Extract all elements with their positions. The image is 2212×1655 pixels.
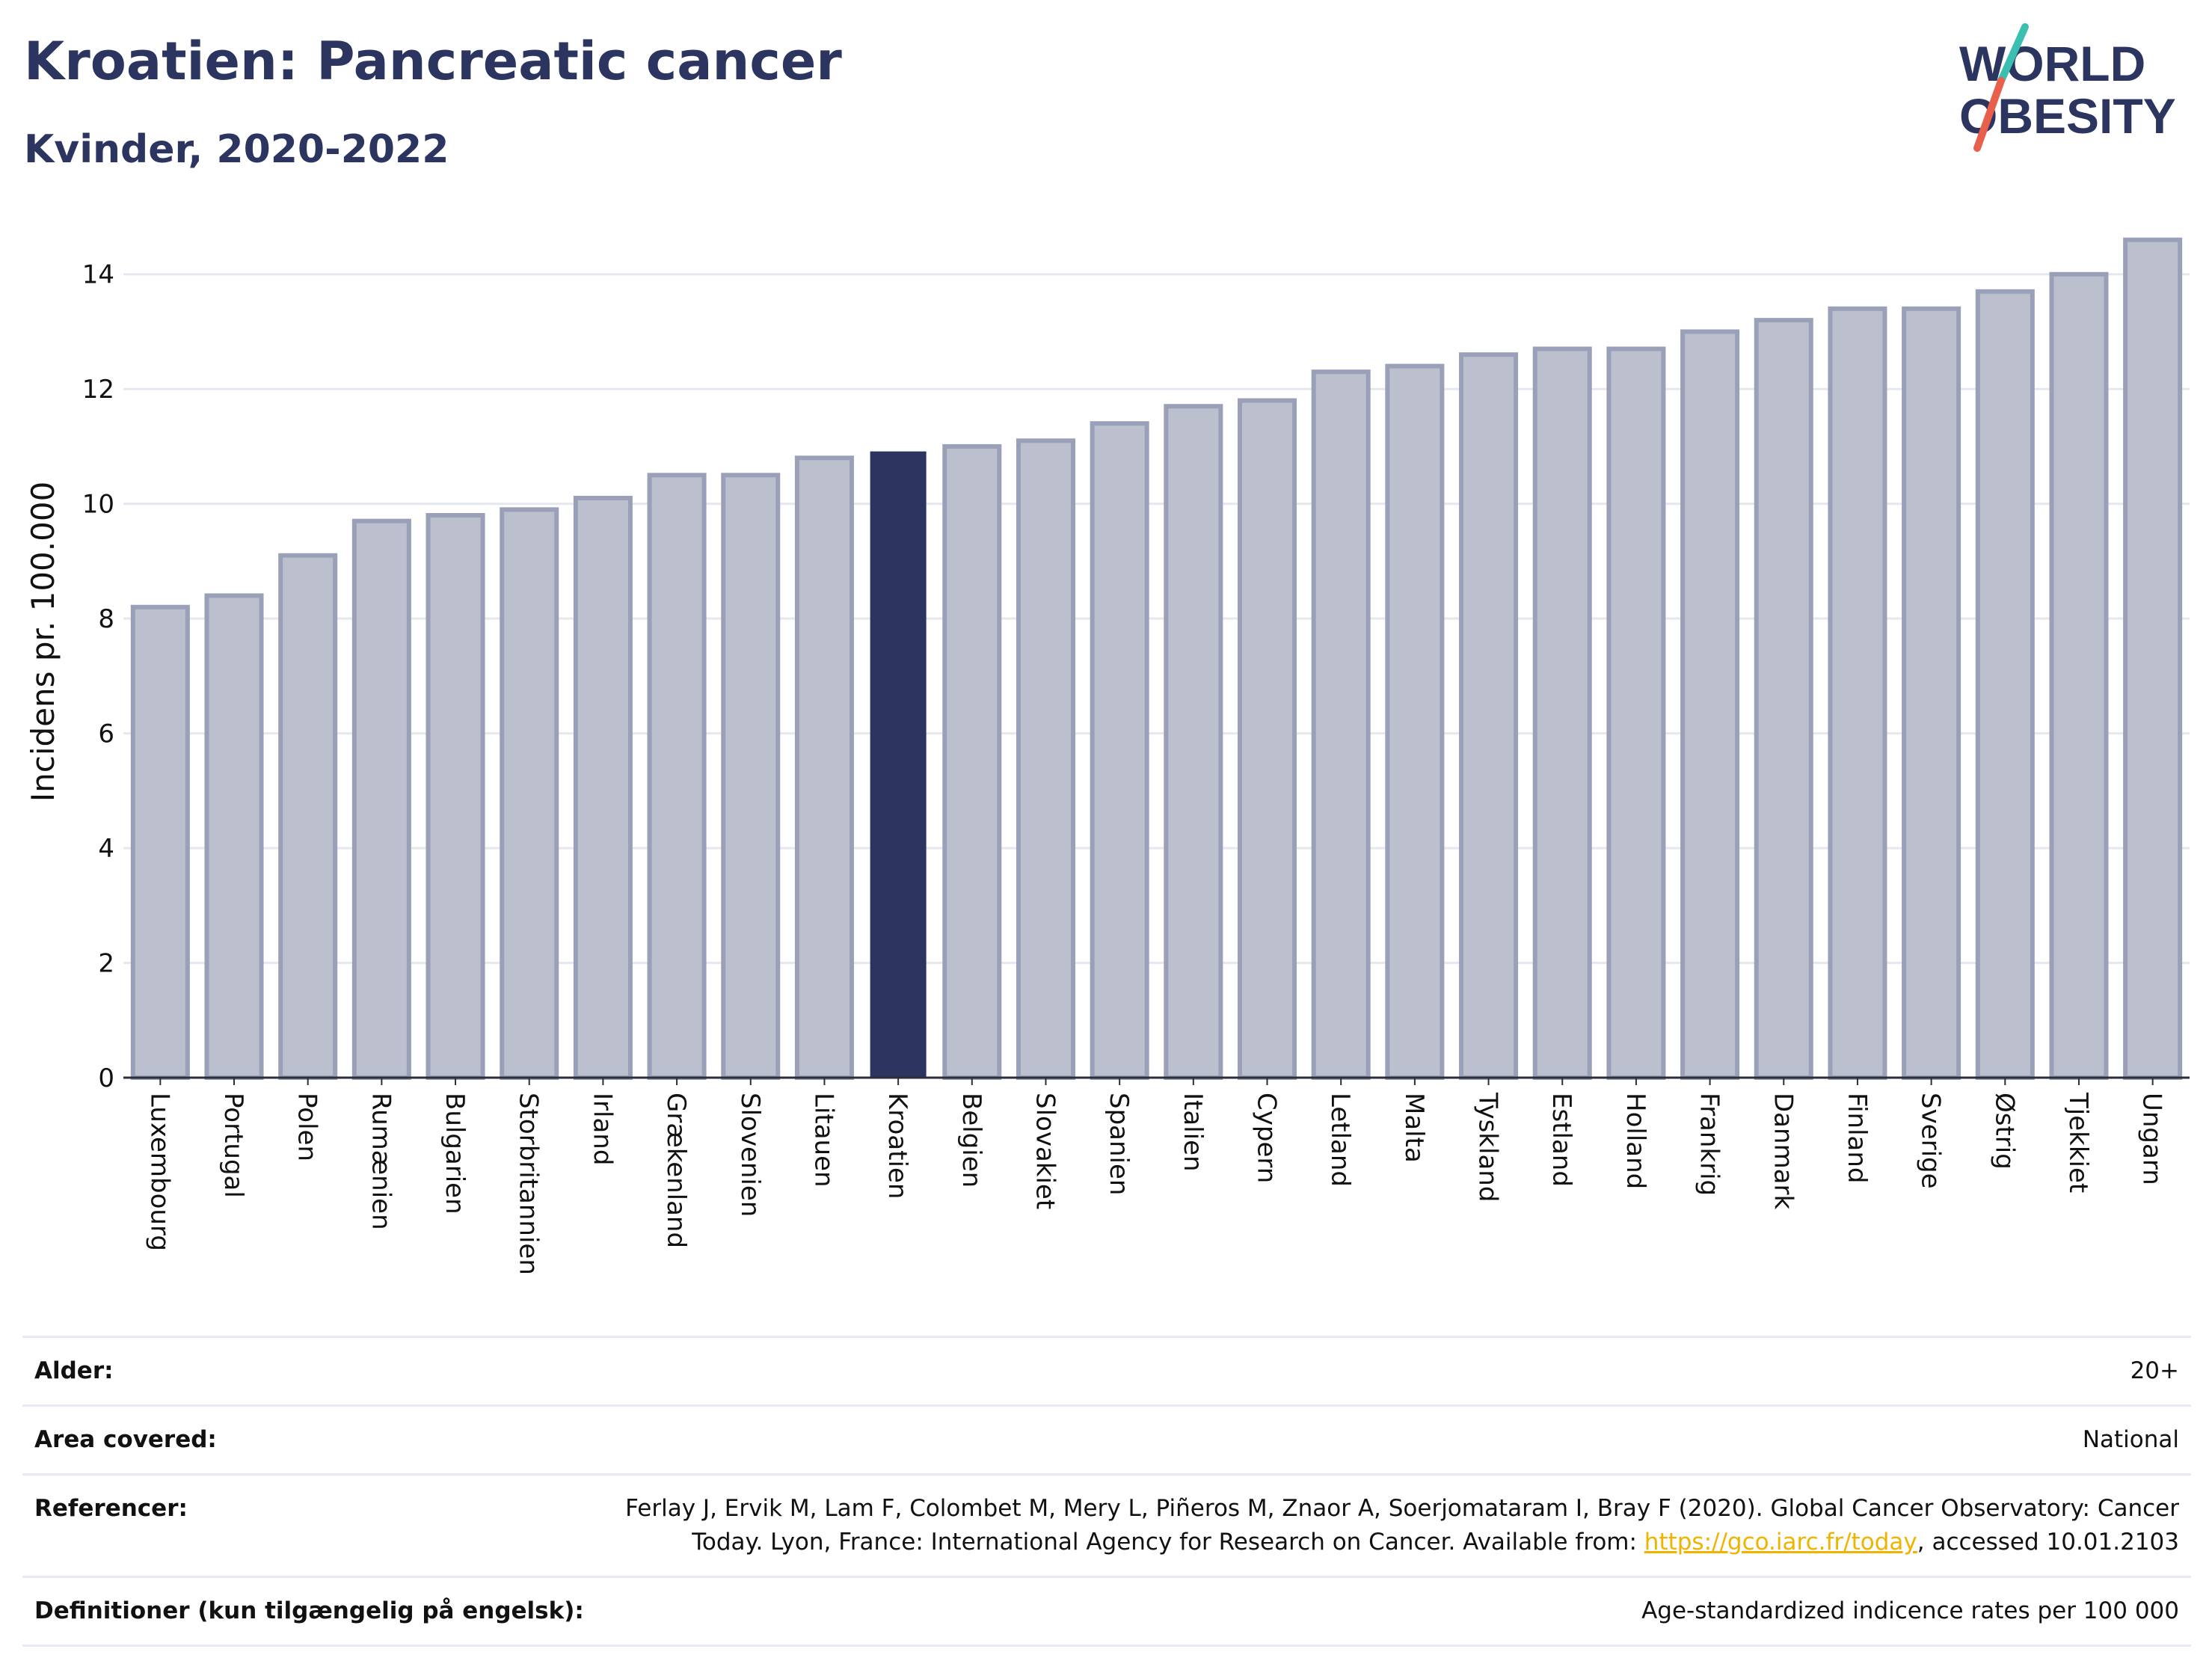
x-tick-label: Tyskland (1473, 1092, 1503, 1202)
y-tick-label: 4 (98, 834, 114, 864)
x-tick-label: Luxembourg (144, 1093, 174, 1251)
y-tick-label: 6 (98, 719, 114, 749)
bar-Bulgarien (425, 513, 485, 1080)
x-tick-label: Polen (292, 1093, 322, 1161)
x-tick-label: Cypern (1252, 1093, 1282, 1183)
references-value: Ferlay J, Ervik M, Lam F, Colombet M, Me… (609, 1492, 2179, 1559)
x-tick-label: Frankrig (1695, 1093, 1724, 1196)
age-value: 20+ (2130, 1357, 2179, 1384)
bar-Litauen (794, 455, 854, 1080)
y-axis-label: Incidens pr. 100.000 (25, 482, 61, 802)
bar-Malta (1385, 363, 1445, 1080)
x-tick-label: Tjekkiet (2063, 1092, 2093, 1193)
x-tick-label: Letland (1325, 1093, 1355, 1187)
logo-line-1: WORLD (1959, 36, 2145, 91)
bar-Portugal (204, 593, 264, 1080)
reference-accessed: , accessed 10.01.2103 (1917, 1528, 2179, 1556)
bar-Polen (278, 553, 338, 1080)
bar-Rumænien (351, 518, 411, 1080)
bar-Østrig (1975, 289, 2035, 1081)
x-tick-label: Spanien (1104, 1093, 1134, 1195)
bar-Tyskland (1459, 352, 1519, 1081)
x-tick-label: Kroatien (882, 1093, 912, 1199)
info-row-references: Referencer: Ferlay J, Ervik M, Lam F, Co… (22, 1473, 2191, 1576)
bar-Letland (1311, 369, 1371, 1080)
y-tick-label: 10 (82, 490, 114, 520)
x-tick-label: Irland (587, 1093, 617, 1165)
area-label: Area covered: (34, 1425, 217, 1453)
age-label: Alder: (34, 1357, 114, 1384)
bar-Spanien (1090, 421, 1149, 1080)
chart-subtitle: Kvinder, 2020-2022 (24, 127, 449, 172)
x-tick-label: Malta (1399, 1093, 1429, 1163)
x-tick-label: Ungarn (2137, 1093, 2167, 1185)
x-tick-label: Danmark (1768, 1093, 1798, 1209)
bar-Ungarn (2123, 237, 2183, 1080)
bar-Irland (573, 495, 633, 1080)
x-tick-label: Storbritannien (514, 1093, 544, 1275)
y-tick-label: 14 (82, 260, 114, 290)
x-tick-label: Finland (1842, 1093, 1872, 1184)
y-tick-label: 0 (98, 1063, 114, 1093)
bar-chart: 0 2 4 6 8 10 12 14 Luxembourg Portugal Polen Rumæn… (25, 237, 2190, 1275)
bar-Tjekkiet (2049, 271, 2109, 1081)
reference-link[interactable]: https://gco.iarc.fr/today (1644, 1528, 1917, 1556)
bar-Kroatien (870, 451, 927, 1078)
bar-Finland (1828, 306, 1887, 1081)
bar-Slovakiet (1016, 438, 1075, 1080)
bar-Estland (1532, 346, 1592, 1080)
bar-Slovenien (721, 473, 781, 1080)
logo-slash-red (1973, 77, 2005, 152)
x-tick-label: Italien (1178, 1093, 1208, 1172)
bar-Frankrig (1680, 329, 1740, 1080)
bar-Italien (1164, 404, 1223, 1080)
x-tick-label: Bulgarien (440, 1093, 470, 1215)
x-axis-ticks: Luxembourg Portugal Polen Rumænien Bulgarien… (144, 1078, 2167, 1275)
info-table: Alder: 20+ Area covered: National Refere… (22, 1336, 2191, 1647)
x-tick-label: Holland (1620, 1093, 1650, 1189)
logo-slash-teal (1997, 23, 2029, 85)
reference-text: Ferlay J, Ervik M, Lam F, Colombet M, Me… (625, 1494, 2179, 1556)
bar-Sverige (1902, 306, 1961, 1081)
info-row-area: Area covered: National (22, 1404, 2191, 1473)
bar-Luxembourg (130, 604, 190, 1080)
x-tick-label: Østrig (1989, 1093, 2019, 1170)
definitions-value: Age-standardized indicence rates per 100… (1641, 1597, 2179, 1624)
x-tick-label: Belgien (956, 1093, 986, 1188)
y-tick-label: 12 (82, 375, 114, 405)
info-row-age: Alder: 20+ (22, 1336, 2191, 1404)
area-value: National (2082, 1425, 2179, 1453)
info-row-definitions: Definitioner (kun tilgængelig på engelsk… (22, 1575, 2191, 1647)
x-tick-label: Slovenien (735, 1093, 765, 1217)
bar-Grækenland (647, 473, 707, 1080)
x-tick-label: Sverige (1916, 1093, 1946, 1189)
x-tick-label: Estland (1546, 1093, 1576, 1187)
x-tick-label: Grækenland (661, 1093, 691, 1248)
chart-title: Kroatien: Pancreatic cancer (24, 31, 842, 92)
bar-Holland (1606, 346, 1666, 1080)
world-obesity-logo: WORLD OBESITY (1959, 23, 2176, 152)
y-axis-ticks: 0 2 4 6 8 10 12 14 (82, 260, 114, 1093)
bar-Storbritannien (500, 507, 559, 1080)
bar-Danmark (1754, 318, 1813, 1080)
y-tick-label: 8 (98, 604, 114, 634)
bar-Belgien (942, 443, 1002, 1080)
x-tick-label: Rumænien (366, 1093, 396, 1230)
definitions-label: Definitioner (kun tilgængelig på engelsk… (34, 1597, 584, 1624)
x-tick-label: Slovakiet (1030, 1093, 1060, 1209)
y-tick-label: 2 (98, 949, 114, 979)
bars (130, 237, 2183, 1081)
x-tick-label: Portugal (218, 1093, 248, 1198)
references-label: Referencer: (34, 1494, 188, 1522)
bar-Cypern (1238, 398, 1297, 1080)
x-tick-label: Litauen (808, 1093, 838, 1188)
